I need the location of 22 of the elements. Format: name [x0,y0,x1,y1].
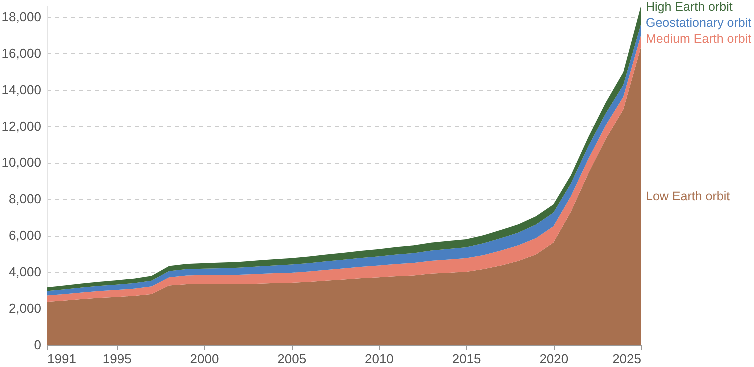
series-label: Geostationary orbit [646,16,752,30]
y-tick-label: 18,000 [2,9,42,24]
series-label: Medium Earth orbit [646,32,752,46]
x-tick-label: 2015 [452,352,482,366]
y-tick-label: 14,000 [2,82,42,98]
x-tick-label: 1995 [102,352,132,366]
y-tick-label: 8,000 [8,192,42,207]
x-tick-label: 2005 [278,352,307,366]
x-tick-label: 2020 [540,352,569,366]
series-label: High Earth orbit [646,0,734,14]
x-tick-label: 2025 [612,352,642,366]
y-tick-label: 16,000 [2,46,42,61]
y-tick-label: 12,000 [2,118,42,134]
series-label: Low Earth orbit [646,189,731,204]
y-tick-label: 2,000 [8,301,42,316]
y-tick-label: 10,000 [2,155,42,170]
y-tick-label: 6,000 [8,228,42,244]
y-tick-label: 4,000 [8,264,42,280]
y-tick-label: 0 [34,338,42,352]
x-tick-label: 1991 [48,352,76,366]
x-tick-label: 2010 [364,352,394,366]
x-tick-label: 2000 [190,352,220,366]
